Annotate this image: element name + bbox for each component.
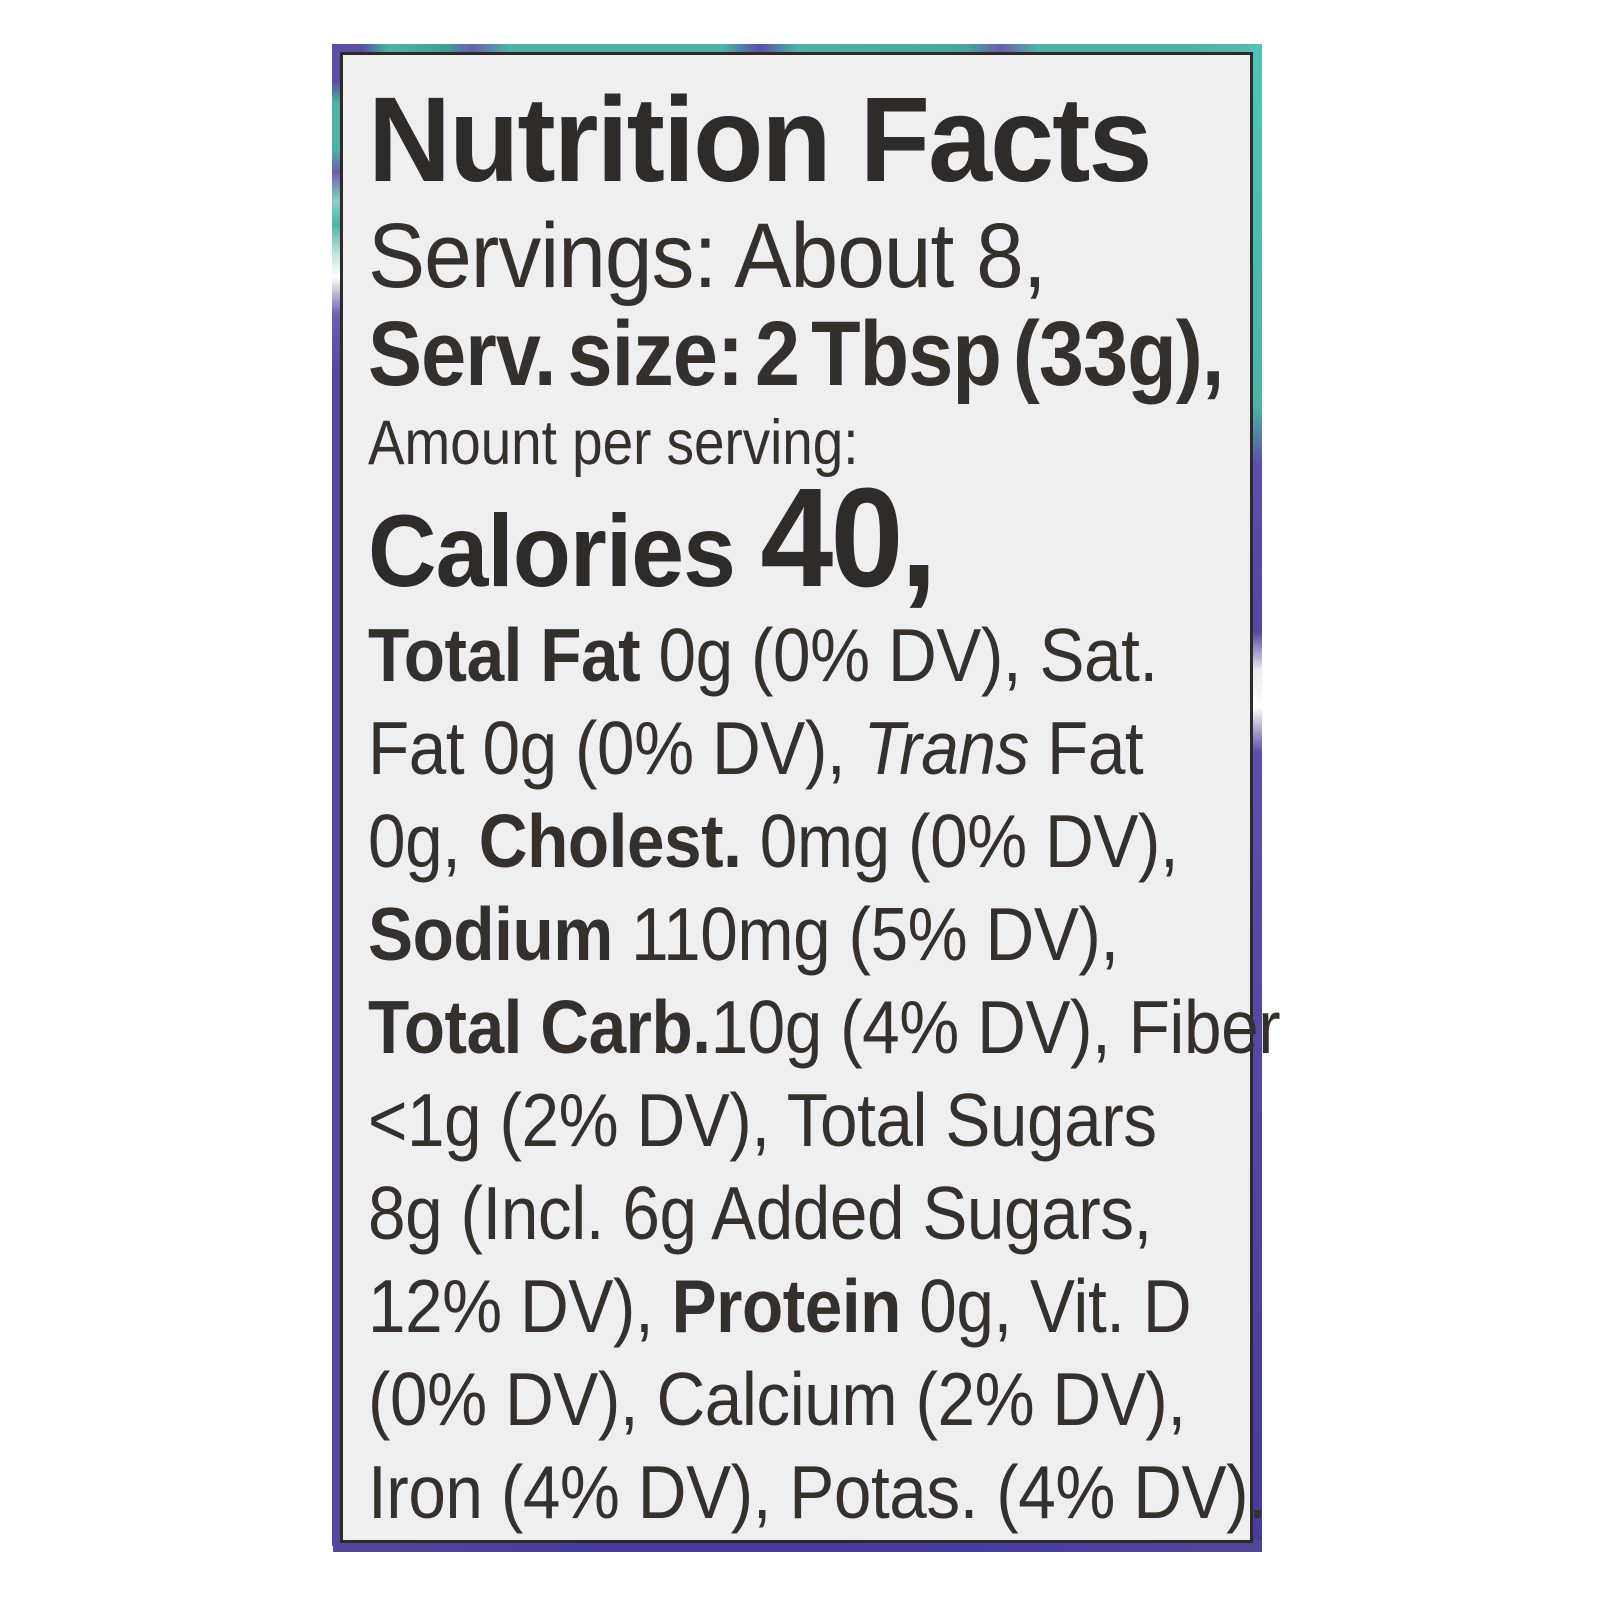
label-line-body: 0g, Cholest. 0mg (0% DV),	[368, 795, 1179, 888]
text-segment: Calories	[368, 494, 761, 608]
text-segment: Total Fat	[368, 613, 659, 697]
label-line-body: Sodium 110mg (5% DV),	[368, 888, 1149, 981]
text-segment: Protein	[671, 1264, 902, 1348]
label-line-servings: Servings: About 8,	[368, 207, 1175, 305]
text-segment: Cholest.	[478, 799, 742, 883]
text-segment: (0% DV), Calcium (2% DV),	[368, 1357, 1186, 1441]
text-segment: 40,	[760, 458, 937, 616]
label-line-servsize: Serv. size: 2 Tbsp (33g),	[368, 305, 1224, 403]
label-line-body: Total Fat 0g (0% DV), Sat.	[368, 609, 1158, 702]
package-edge-top	[333, 44, 1261, 55]
package-edge-right	[1250, 44, 1262, 1551]
text-segment: <1g (2% DV), Total Sugars	[368, 1078, 1157, 1162]
text-segment: Total Carb.	[368, 985, 711, 1069]
label-line-body: 8g (Incl. 6g Added Sugars,	[368, 1167, 1152, 1260]
label-line-body: <1g (2% DV), Total Sugars	[368, 1074, 1157, 1167]
text-segment: Amount per serving:	[368, 408, 859, 478]
text-segment: 0g,	[368, 799, 479, 883]
nutrition-facts-label: Nutrition Facts Servings: About 8, Serv. s…	[340, 52, 1281, 1543]
package-edge-bottom	[333, 1540, 1262, 1552]
text-segment: Nutrition Facts	[368, 71, 1152, 207]
text-segment: 0g, Vit. D	[900, 1264, 1192, 1348]
text-segment: 12% DV),	[368, 1264, 672, 1348]
label-line-body: 12% DV), Protein 0g, Vit. D	[368, 1260, 1192, 1353]
text-segment: Fat 0g (0% DV),	[368, 706, 864, 790]
label-line-body: Iron (4% DV), Potas. (4% DV).	[368, 1446, 1267, 1539]
text-segment: Trans	[863, 706, 1029, 790]
label-line-calories: Calories 40,	[368, 467, 1175, 609]
text-segment: Fat	[1028, 706, 1144, 790]
text-segment: 10g (4% DV), Fiber	[710, 985, 1281, 1069]
label-line-body: (0% DV), Calcium (2% DV),	[368, 1353, 1186, 1446]
label-line-body: Total Carb.10g (4% DV), Fiber	[368, 981, 1281, 1074]
text-segment: Iron (4% DV), Potas. (4% DV).	[368, 1450, 1267, 1534]
text-segment: 110mg (5% DV),	[612, 892, 1119, 976]
text-segment: 0mg (0% DV),	[741, 799, 1179, 883]
text-segment: Sodium	[368, 892, 613, 976]
text-segment: Servings: About 8,	[368, 205, 1047, 307]
package-edge-left	[332, 44, 343, 1546]
label-line-body: Fat 0g (0% DV), Trans Fat	[368, 702, 1149, 795]
text-segment: Serv. size: 2 Tbsp (33g),	[368, 303, 1224, 405]
text-segment: 8g (Incl. 6g Added Sugars,	[368, 1171, 1152, 1255]
label-line-title: Nutrition Facts	[368, 77, 1193, 201]
label-line-amount: Amount per serving:	[368, 407, 1123, 479]
text-segment: 0g (0% DV), Sat.	[658, 613, 1158, 697]
